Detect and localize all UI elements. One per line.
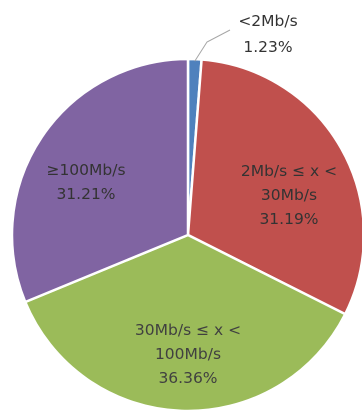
slice-ge100 [10,57,190,304]
slice-label-30-100-line1: 30Mb/s ≤ x < [135,321,241,339]
slice-percent-30-100: 36.36% [158,369,217,387]
slice-percent-2-30: 31.19% [259,210,318,228]
slice-label-ge100: ≥100Mb/s [46,161,125,179]
slice-percent-lt2: 1.23% [243,38,292,56]
slice-30-100 [23,233,347,410]
slice-label-2-30-line2: 30Mb/s [261,186,317,204]
slice-2-30 [186,58,362,316]
slice-percent-ge100: 31.21% [56,185,115,203]
leader-line-lt2 [194,29,231,62]
slice-label-30-100-line2: 100Mb/s [155,345,221,363]
slice-label-lt2: <2Mb/s [238,12,297,30]
slice-label-2-30-line1: 2Mb/s ≤ x < [241,162,337,180]
